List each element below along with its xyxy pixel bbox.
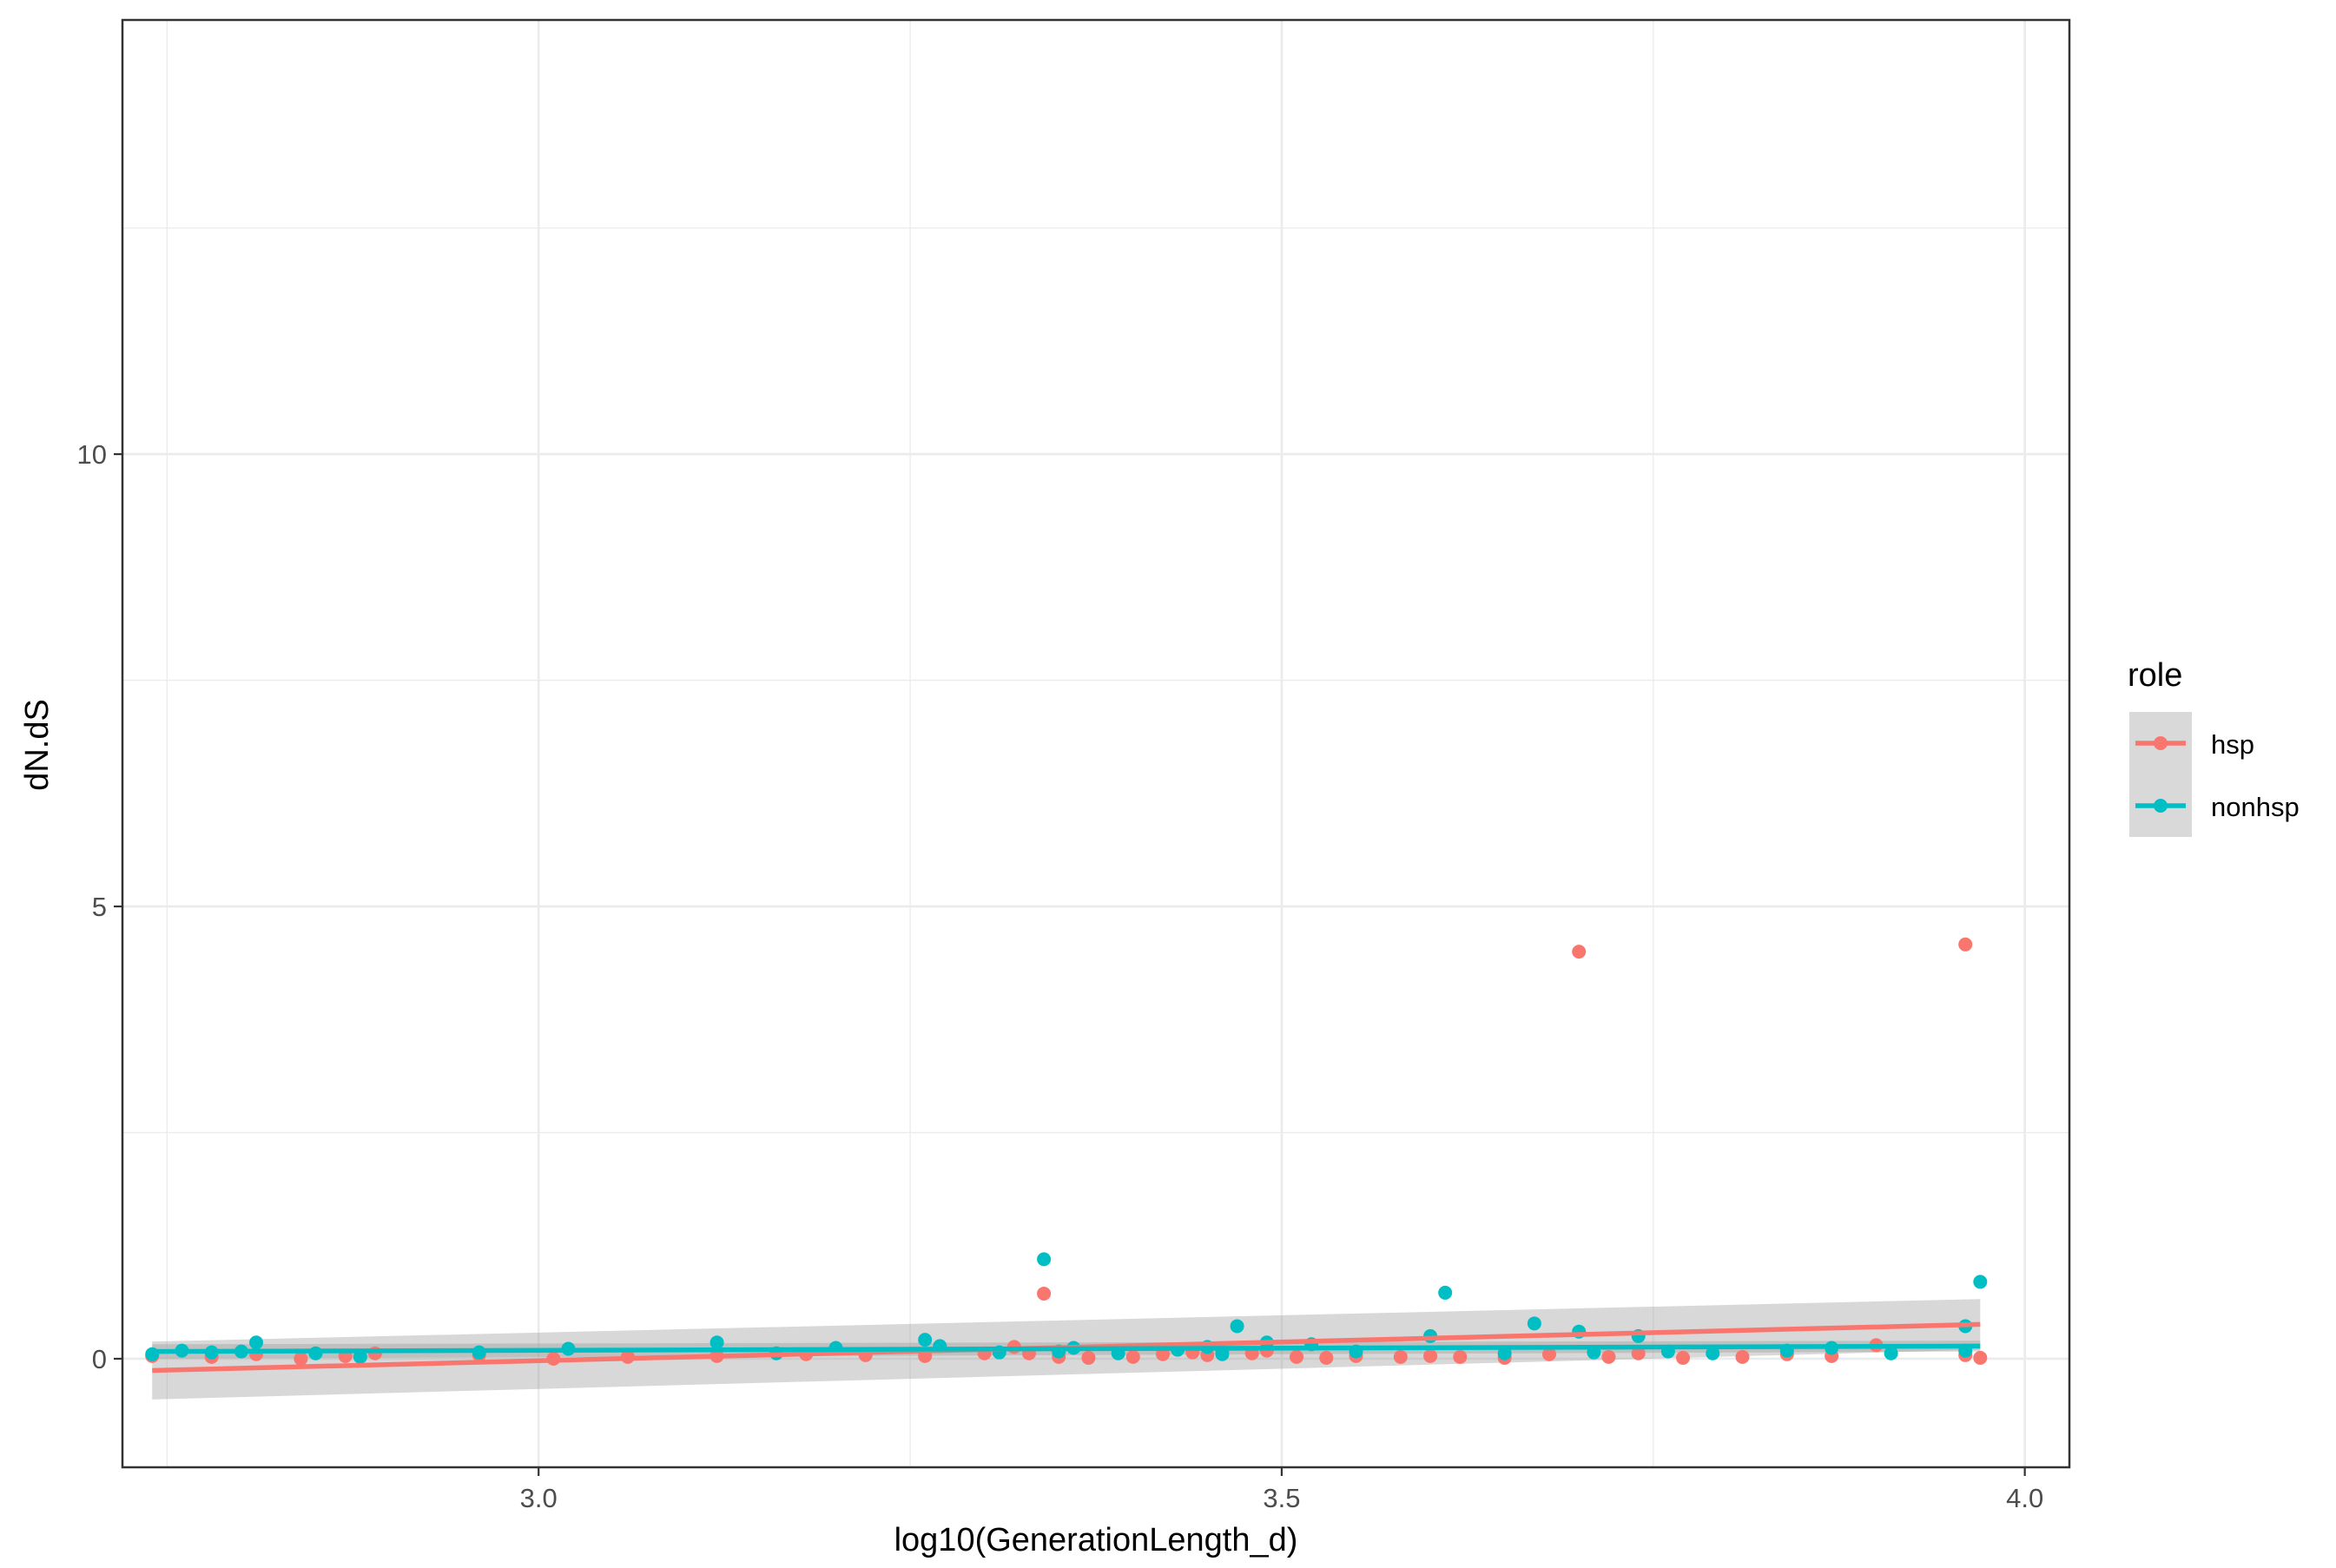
- legend-key-point-nonhsp: [2154, 799, 2168, 813]
- legend-key-point-hsp: [2154, 736, 2168, 750]
- point-hsp: [1037, 1286, 1052, 1301]
- point-hsp: [1125, 1349, 1140, 1364]
- point-hsp: [1601, 1349, 1616, 1364]
- legend-label-nonhsp: nonhsp: [2211, 792, 2300, 822]
- y-tick-label: 0: [92, 1344, 107, 1374]
- point-hsp: [1631, 1346, 1646, 1360]
- y-tick-label: 5: [92, 892, 107, 922]
- point-hsp: [1735, 1349, 1750, 1364]
- point-nonhsp: [1973, 1275, 1988, 1289]
- point-hsp: [1572, 945, 1587, 959]
- point-nonhsp: [918, 1333, 933, 1347]
- x-tick-label: 4.0: [2006, 1483, 2043, 1513]
- point-nonhsp: [249, 1335, 264, 1350]
- point-hsp: [1319, 1350, 1334, 1365]
- point-nonhsp: [1884, 1346, 1898, 1360]
- x-tick-label: 3.0: [520, 1483, 558, 1513]
- point-hsp: [1676, 1350, 1691, 1365]
- legend-label-hsp: hsp: [2211, 729, 2254, 760]
- fit-lines: [152, 1321, 1981, 1374]
- point-nonhsp: [1527, 1316, 1541, 1331]
- point-nonhsp: [1438, 1285, 1453, 1300]
- x-axis-label: log10(GenerationLength_d): [894, 1522, 1298, 1558]
- point-hsp: [1290, 1349, 1304, 1364]
- legend-keys: [2129, 712, 2192, 837]
- panel-border: [121, 18, 2071, 1469]
- x-tick-label: 3.5: [1263, 1483, 1300, 1513]
- point-hsp: [1973, 1350, 1988, 1365]
- point-hsp: [1081, 1350, 1096, 1365]
- point-hsp: [294, 1351, 308, 1366]
- point-hsp: [1958, 937, 1973, 952]
- point-nonhsp: [1230, 1319, 1244, 1334]
- point-hsp: [1453, 1349, 1468, 1364]
- point-nonhsp: [1037, 1252, 1052, 1267]
- legend: role hsp nonhsp: [2128, 657, 2300, 837]
- y-tick-label: 10: [77, 439, 107, 470]
- point-nonhsp: [1706, 1346, 1720, 1360]
- point-nonhsp: [353, 1349, 367, 1364]
- point-hsp: [1393, 1349, 1408, 1364]
- fit-line-nonhsp: [152, 1343, 1981, 1354]
- point-nonhsp: [1215, 1347, 1230, 1361]
- point-hsp: [1541, 1347, 1556, 1361]
- legend-title: role: [2128, 657, 2182, 694]
- point-nonhsp: [709, 1335, 724, 1350]
- axes: 3.0 3.5 4.0 0 5 10: [77, 439, 2044, 1513]
- y-axis-label: dN.dS: [19, 699, 56, 791]
- point-hsp: [1423, 1348, 1438, 1363]
